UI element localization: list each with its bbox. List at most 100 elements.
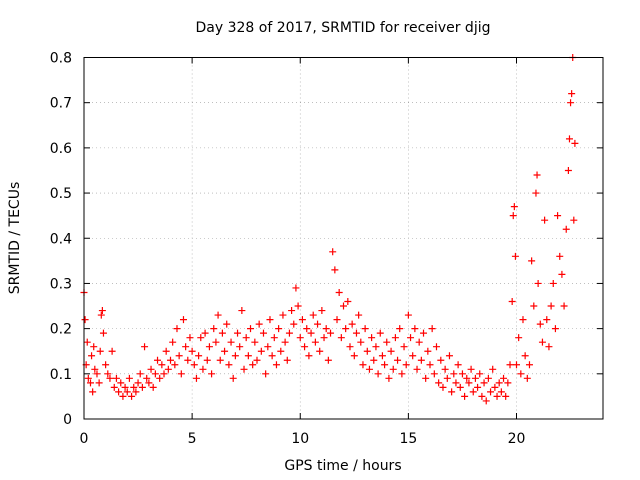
data-point — [96, 347, 104, 355]
data-point — [160, 370, 168, 378]
data-point — [130, 383, 138, 391]
data-point — [327, 329, 335, 337]
data-point — [495, 379, 503, 387]
data-point — [188, 347, 196, 355]
data-point — [266, 316, 274, 324]
data-point — [231, 352, 239, 360]
data-point — [536, 320, 544, 328]
data-point — [368, 334, 376, 342]
data-point — [294, 302, 302, 310]
data-point — [314, 320, 322, 328]
data-point — [322, 325, 330, 333]
data-point — [132, 388, 140, 396]
data-point — [301, 343, 309, 351]
data-point — [279, 311, 287, 319]
data-point — [435, 379, 443, 387]
data-point — [556, 252, 564, 260]
data-point — [547, 302, 555, 310]
y-tick-label: 0.5 — [50, 186, 72, 202]
data-point — [307, 329, 315, 337]
data-point — [102, 361, 110, 369]
data-point — [98, 307, 106, 315]
data-point — [471, 374, 479, 382]
data-point — [218, 329, 226, 337]
data-point — [398, 370, 406, 378]
y-tick-label: 0.6 — [50, 141, 72, 157]
data-point — [203, 356, 211, 364]
data-point — [543, 316, 551, 324]
data-point — [182, 343, 190, 351]
data-point — [81, 316, 89, 324]
data-point — [106, 374, 114, 382]
data-point — [201, 329, 209, 337]
x-tick-label: 0 — [80, 431, 89, 447]
data-point — [177, 370, 185, 378]
data-point — [190, 361, 198, 369]
data-point — [437, 356, 445, 364]
data-point — [162, 347, 170, 355]
y-tick-label: 0.4 — [50, 231, 72, 247]
data-point — [509, 212, 517, 220]
data-point — [463, 374, 471, 382]
data-point — [169, 338, 177, 346]
data-point — [424, 347, 432, 355]
data-point — [506, 361, 514, 369]
data-point — [361, 325, 369, 333]
data-point — [528, 257, 536, 265]
data-point — [298, 316, 306, 324]
data-point — [461, 392, 469, 400]
data-point — [394, 356, 402, 364]
data-point — [247, 325, 255, 333]
data-point — [192, 374, 200, 382]
data-point — [474, 383, 482, 391]
data-point — [275, 325, 283, 333]
data-point — [210, 325, 218, 333]
data-point — [225, 361, 233, 369]
data-point — [538, 338, 546, 346]
data-point — [86, 379, 94, 387]
data-point — [173, 325, 181, 333]
data-point — [448, 388, 456, 396]
data-point — [441, 365, 449, 373]
data-point — [396, 325, 404, 333]
data-point — [385, 374, 393, 382]
data-point — [242, 334, 250, 342]
data-point — [342, 325, 350, 333]
data-point — [164, 365, 172, 373]
data-point — [171, 361, 179, 369]
data-point — [186, 334, 194, 342]
data-point — [283, 356, 291, 364]
x-tick-label: 10 — [291, 431, 309, 447]
data-point — [167, 356, 174, 364]
data-point — [141, 343, 149, 351]
data-point — [117, 379, 125, 387]
data-point — [513, 361, 520, 369]
data-point — [478, 392, 486, 400]
x-tick-label: 5 — [188, 431, 197, 447]
data-point — [93, 370, 101, 378]
data-point — [121, 383, 129, 391]
data-point — [83, 338, 91, 346]
data-point — [370, 356, 378, 364]
data-point — [216, 356, 224, 364]
data-point — [562, 225, 570, 233]
data-point — [489, 365, 497, 373]
data-point — [212, 338, 220, 346]
data-point — [517, 370, 525, 378]
x-axis-label: GPS time / hours — [284, 458, 401, 474]
chart-title: Day 328 of 2017, SRMTID for receiver dji… — [196, 20, 491, 36]
data-point — [95, 379, 103, 387]
data-point — [205, 343, 213, 351]
data-point — [143, 374, 151, 382]
data-point — [292, 284, 300, 292]
data-point — [104, 370, 112, 378]
data-point — [564, 166, 572, 174]
data-point — [346, 343, 354, 351]
data-point — [519, 316, 527, 324]
data-point — [560, 302, 568, 310]
data-point — [558, 270, 566, 278]
data-point — [372, 343, 380, 351]
data-point — [253, 356, 261, 364]
data-point — [387, 347, 395, 355]
data-point — [487, 388, 495, 396]
